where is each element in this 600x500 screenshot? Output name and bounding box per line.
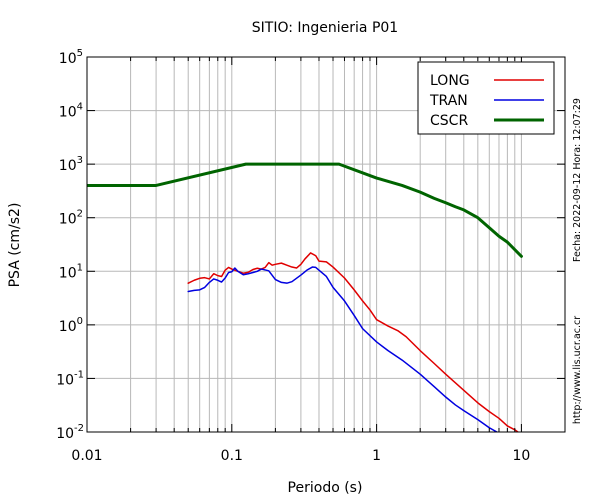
legend-label-cscr: CSCR — [430, 113, 468, 129]
y-tick-label-text: 100 — [59, 316, 83, 335]
url-text: http://www.lis.ucr.ac.cr — [572, 316, 583, 424]
series-layer — [87, 162, 523, 432]
y-tick-label-text: 102 — [59, 209, 83, 228]
timestamp-text: Fecha: 2022-09-12 Hora: 12:07:29 — [572, 98, 583, 262]
y-tick-label: 10-2 — [56, 423, 84, 442]
legend-label-long: LONG — [430, 73, 470, 89]
legend: LONG TRAN CSCR — [417, 61, 555, 135]
legend-label-tran: TRAN — [429, 93, 468, 109]
tick-marks — [86, 56, 566, 433]
y-tick-label: 105 — [59, 48, 83, 67]
x-tick-labels: 0.01 0.1 1 10 — [71, 448, 530, 464]
y-tick-label-text: 101 — [59, 262, 83, 281]
y-tick-label-text: 10-1 — [56, 369, 84, 388]
legend-box — [417, 61, 555, 135]
series-line-long — [187, 252, 520, 432]
x-tick-label: 1 — [372, 448, 381, 464]
chart-title: SITIO: Ingenieria P01 — [252, 20, 398, 36]
y-axis-label: PSA (cm/s2) — [7, 203, 23, 288]
plot-frame — [86, 56, 566, 433]
series-line-cscr — [87, 162, 523, 258]
y-tick-label: 100 — [59, 316, 83, 335]
y-tick-label: 101 — [59, 262, 83, 281]
x-axis-label: Periodo (s) — [288, 480, 363, 496]
y-tick-label: 102 — [59, 209, 83, 228]
y-tick-label: 103 — [59, 155, 83, 174]
y-tick-label-text: 103 — [59, 155, 83, 174]
legend-entries: LONG TRAN CSCR — [429, 73, 544, 129]
x-tick-label: 0.1 — [221, 448, 243, 464]
x-tick-label: 10 — [512, 448, 530, 464]
y-tick-label: 104 — [59, 102, 83, 121]
y-tick-labels: 10-2 10-1 100 101 102 103 104 105 — [56, 48, 84, 442]
y-tick-label: 10-1 — [56, 369, 84, 388]
y-tick-label-text: 104 — [59, 102, 83, 121]
y-tick-label-text: 105 — [59, 48, 83, 67]
series-line-tran — [187, 266, 499, 432]
grid-lines — [87, 57, 565, 432]
y-tick-label-text: 10-2 — [56, 423, 84, 442]
x-tick-label: 0.01 — [71, 448, 102, 464]
